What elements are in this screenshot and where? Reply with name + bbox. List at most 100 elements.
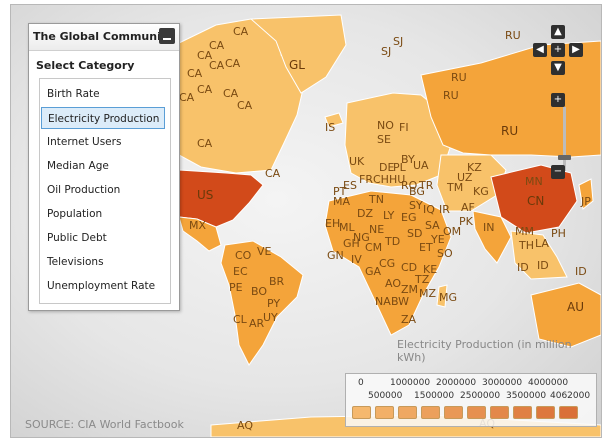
legend-tick: 2000000 [436, 378, 477, 388]
country-iceland[interactable] [324, 112, 344, 128]
label-ly: LY [383, 209, 395, 222]
legend-swatch [444, 406, 463, 419]
label-ng: NG [353, 231, 370, 244]
label-tn: TN [368, 193, 384, 206]
legend-swatch [559, 406, 578, 419]
label-ca-11: CA [197, 137, 213, 150]
map-viewport[interactable]: CA CA CA CA CA CA CA CA CA CA CA CA GL U… [10, 4, 602, 438]
label-ca-6: CA [187, 67, 203, 80]
region-south-america[interactable] [220, 240, 304, 366]
source-credit: SOURCE: CIA World Factbook [25, 418, 184, 431]
category-item-median-age[interactable]: Median Age [47, 160, 109, 172]
label-ca-7: CA [197, 83, 213, 96]
category-heading: Select Category [36, 59, 135, 72]
region-central-asia[interactable] [436, 154, 507, 212]
label-ar: AR [249, 317, 265, 330]
label-ma: MA [333, 195, 350, 208]
category-item-public-debt[interactable]: Public Debt [47, 232, 107, 244]
label-af: AF [461, 201, 475, 214]
label-ca-5: CA [225, 57, 241, 70]
legend-swatch [375, 406, 394, 419]
label-fr: FR [359, 173, 373, 186]
country-greenland[interactable] [249, 14, 347, 94]
label-au: AU [567, 300, 584, 314]
center-button[interactable]: + [551, 43, 565, 57]
world-map[interactable]: CA CA CA CA CA CA CA CA CA CA CA CA GL U… [11, 5, 601, 437]
label-uk: UK [349, 155, 365, 168]
category-item-oil-production[interactable]: Oil Production [47, 184, 121, 196]
label-bo: BO [251, 285, 267, 298]
label-kg: KG [473, 185, 489, 198]
label-iv: IV [351, 253, 362, 266]
label-pl: PL [393, 161, 407, 174]
label-ua: UA [413, 159, 429, 172]
label-ga: GA [365, 265, 382, 278]
minimize-button[interactable] [159, 28, 175, 44]
category-item-electricity-production[interactable]: Electricity Production [41, 107, 165, 129]
label-sj-1: SJ [393, 35, 403, 48]
zoom-slider-thumb[interactable] [558, 155, 571, 160]
label-tz: TZ [414, 273, 430, 286]
country-japan[interactable] [578, 178, 594, 210]
label-eh: EH [325, 217, 340, 230]
category-item-unemployment-rate[interactable]: Unemployment Rate [47, 280, 156, 292]
zoom-out-button[interactable]: − [551, 165, 565, 179]
legend-tick: 0 [358, 378, 364, 388]
label-br: BR [269, 275, 285, 288]
country-australia[interactable] [530, 282, 601, 348]
label-cg: CG [379, 257, 395, 270]
legend-swatch [421, 406, 440, 419]
color-legend: 0 1000000 2000000 3000000 4000000 500000… [345, 373, 597, 427]
pan-right-button[interactable]: ▶ [569, 43, 583, 57]
label-id-2: ID [537, 259, 549, 272]
category-item-internet-users[interactable]: Internet Users [47, 136, 122, 148]
region-southeast-asia[interactable] [510, 230, 568, 280]
label-pt: PT [333, 185, 347, 198]
legend-tick: 3500000 [506, 391, 547, 401]
zoom-in-button[interactable]: + [551, 93, 565, 107]
panel-header: The Global Community [29, 24, 179, 51]
country-mexico[interactable] [178, 216, 222, 252]
legend-swatch [467, 406, 486, 419]
legend-tick: 4062000 [550, 391, 591, 401]
label-ca-12: CA [265, 167, 281, 180]
label-ke: KE [423, 263, 437, 276]
pan-down-button[interactable]: ▼ [551, 61, 565, 75]
label-cl: CL [233, 313, 248, 326]
region-africa[interactable] [324, 190, 452, 336]
legend-tick: 2500000 [460, 391, 501, 401]
legend-swatch [513, 406, 532, 419]
label-mx: MX [189, 219, 206, 232]
label-ca-9: CA [179, 91, 195, 104]
category-item-population[interactable]: Population [47, 208, 103, 220]
region-europe[interactable] [344, 92, 452, 188]
label-za: ZA [401, 313, 417, 326]
label-is: IS [325, 121, 335, 134]
category-item-birth-rate[interactable]: Birth Rate [47, 88, 100, 100]
label-tr: TR [418, 179, 434, 192]
label-so: SO [437, 247, 453, 260]
label-la: LA [535, 237, 549, 250]
label-zm: ZM [401, 283, 418, 296]
label-by: BY [401, 153, 415, 166]
label-ml: ML [339, 221, 355, 234]
country-india[interactable] [472, 210, 512, 264]
zoom-slider-track[interactable] [563, 107, 566, 171]
legend-tick: 3000000 [482, 378, 523, 388]
country-madagascar[interactable] [436, 284, 448, 308]
category-list[interactable]: Birth Rate Electricity Production Intern… [39, 78, 171, 304]
label-fi: FI [399, 121, 409, 134]
label-ro: RO [401, 179, 418, 192]
country-china[interactable] [490, 164, 578, 234]
legend-swatch [536, 406, 555, 419]
label-ca-2: CA [197, 49, 213, 62]
panel-title: The Global Community [33, 30, 174, 43]
category-item-televisions[interactable]: Televisions [47, 256, 104, 268]
label-iq: IQ [423, 203, 435, 216]
pan-up-button[interactable]: ▲ [551, 25, 565, 39]
label-ph: PH [551, 227, 566, 240]
label-aq-1: AQ [237, 419, 253, 432]
pan-left-button[interactable]: ◀ [533, 43, 547, 57]
label-sd: SD [407, 227, 422, 240]
label-mz: MZ [419, 287, 436, 300]
